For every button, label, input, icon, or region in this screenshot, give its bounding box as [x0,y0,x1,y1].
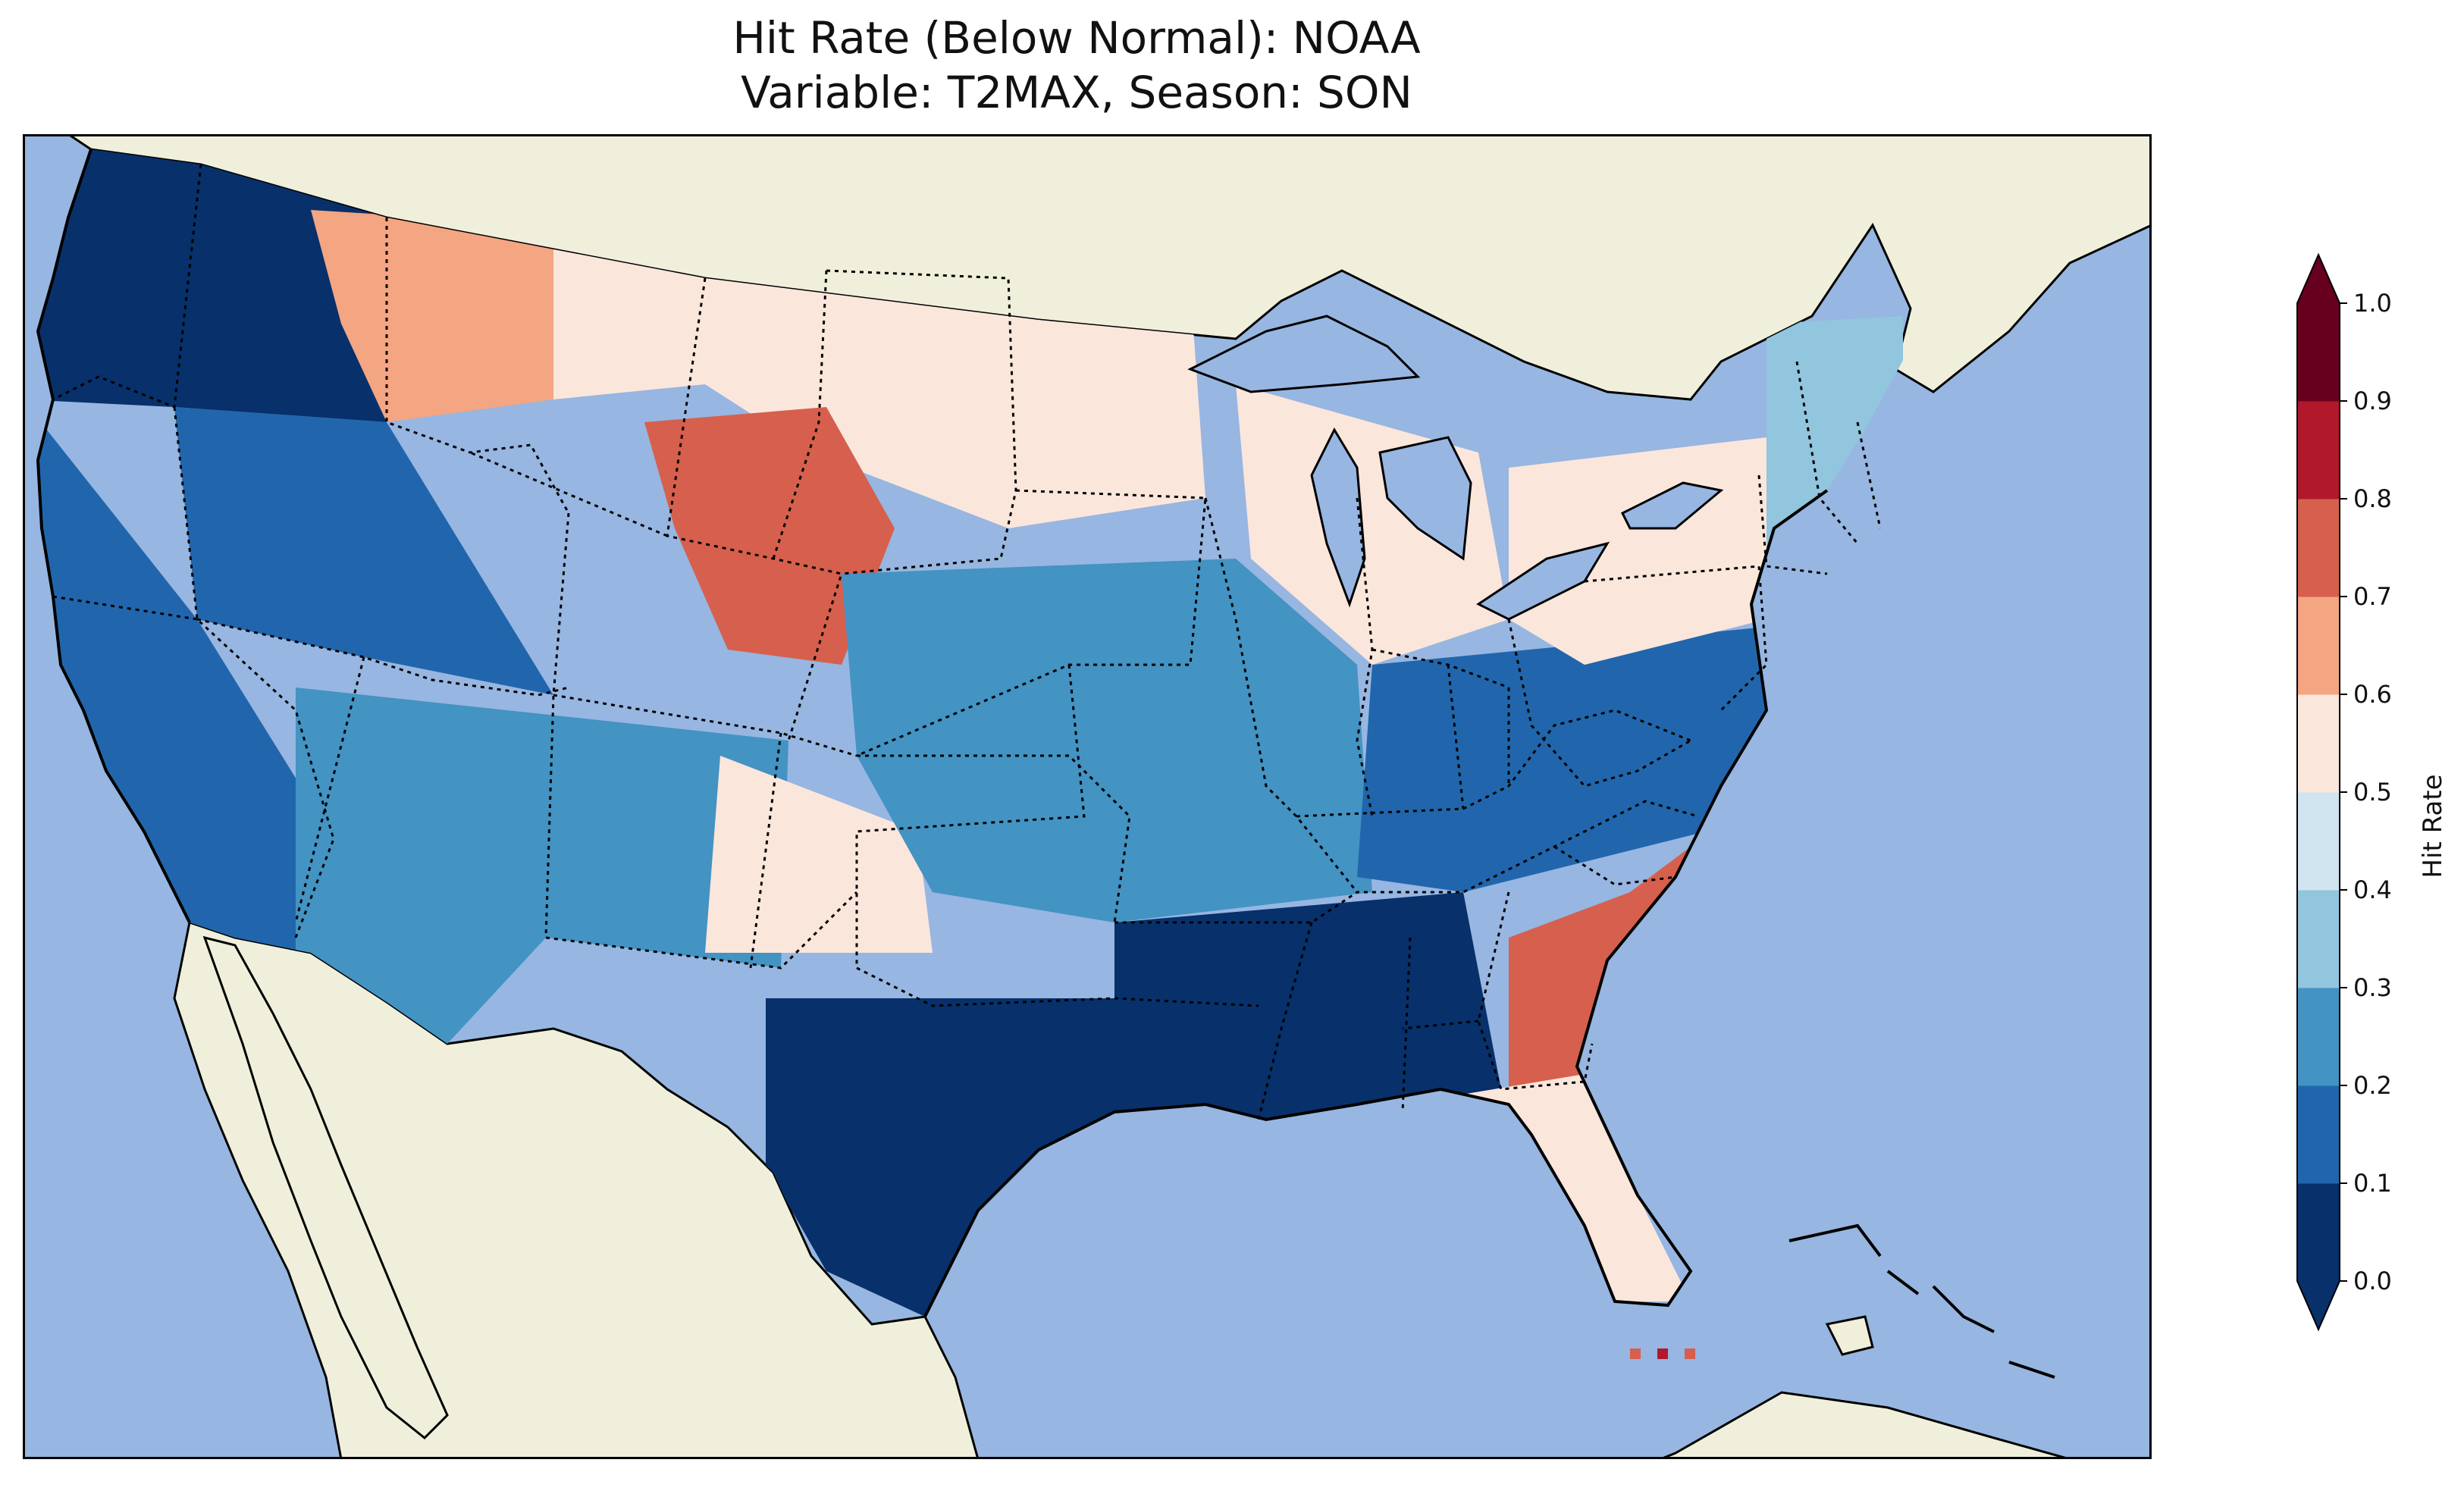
colorbar-tick-label: 0.3 [2353,973,2392,1002]
colorbar-label: Hit Rate [2418,774,2448,878]
colorbar-tick-label: 0.5 [2353,778,2392,807]
colorbar-segment [2297,1085,2340,1184]
hit-rate-region [38,149,387,422]
colorbar-tick-label: 0.4 [2353,875,2392,904]
colorbar-tick-label: 0.2 [2353,1071,2392,1100]
colorbar-segment [2297,401,2340,500]
colorbar-tick-label: 0.6 [2353,680,2392,709]
baja-peninsula [202,935,449,1440]
map [23,134,2152,1459]
colorbar: 0.0 0.1 0.2 0.3 0.4 0.5 0.6 0.7 0.8 0.9 1.0 Hit Ra… [2296,252,2448,1332]
chart-title: Hit Rate (Below Normal): NOAA [732,12,1421,64]
state-borders [52,164,1882,1120]
colorbar-tick-label: 0.9 [2353,387,2392,415]
hit-rate-region [1357,627,1766,892]
chart-subtitle: Variable: T2MAX, Season: SON [741,67,1412,118]
colorbar-tick-label: 0.0 [2353,1267,2392,1295]
colorbar-tick-label: 0.8 [2353,484,2392,513]
bahamas-island [1825,1315,1874,1356]
coastline [36,149,1829,1317]
hit-rate-region [705,756,933,953]
colorbar-tick-label: 1.0 [2353,289,2392,318]
hit-rate-region [311,210,553,422]
hit-rate-region [842,559,1372,922]
great-lakes [1187,315,1724,621]
hit-rate-region [766,998,1114,1317]
colorbar-segment [2297,694,2340,793]
map-border [23,134,2152,1459]
colorbar-segment [2297,1183,2340,1282]
colorbar-tick-label: 0.1 [2353,1169,2392,1198]
colorbar-segment [2297,890,2340,988]
colorbar-segment [2297,303,2340,402]
colorbar-segment [2297,988,2340,1086]
florida-keys-cells [1630,1348,1695,1359]
colorbar-over-extension [2297,255,2340,303]
cuba-island [1660,1391,2071,1459]
colorbar-tick-label: 0.7 [2353,582,2392,611]
colorbar-under-extension [2297,1281,2340,1330]
hit-rate-region [174,407,553,695]
hit-rate-region [1114,892,1501,1120]
colorbar-segment [2297,792,2340,891]
canada-land [66,134,2152,401]
bahamas-island [1788,1223,2055,1379]
colorbar-segment [2297,597,2340,695]
colorbar-segment [2297,499,2340,597]
hit-rate-region [296,687,788,1044]
